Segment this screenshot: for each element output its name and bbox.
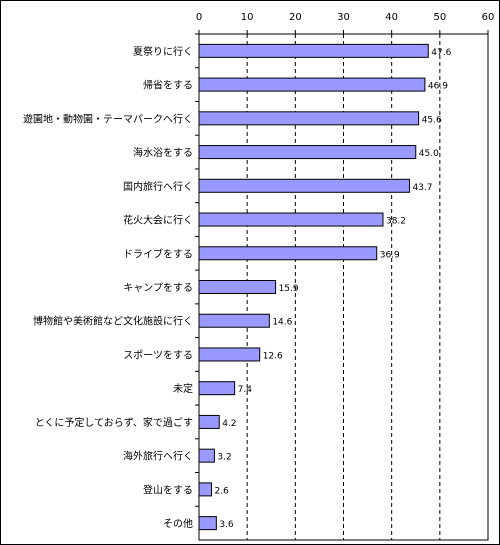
category-label: キャンプをする: [123, 282, 193, 294]
value-label: 36.9: [380, 250, 400, 260]
category-label: 海水浴をする: [133, 146, 193, 159]
value-label: 15.9: [279, 284, 299, 294]
x-tick-label: 40: [385, 12, 398, 23]
bar: [198, 145, 417, 160]
category-label: 遊園地・動物園・テーマパークへ行く: [23, 112, 193, 125]
value-label: 12.6: [263, 351, 283, 361]
bar: [198, 482, 213, 497]
category-label: 国内旅行へ行く: [123, 180, 193, 193]
bar: [198, 178, 410, 193]
category-label: 海外旅行へ行く: [123, 450, 193, 463]
value-label: 4.2: [222, 419, 236, 429]
bar: [198, 516, 217, 531]
x-tick-label: 10: [241, 12, 254, 23]
x-tick-label: 20: [289, 12, 302, 23]
bar: [198, 448, 215, 463]
category-label: 花火大会に行く: [123, 214, 193, 227]
x-tick-label: 30: [337, 12, 350, 23]
bar: [198, 43, 429, 58]
category-label: その他: [163, 517, 193, 530]
value-label: 43.7: [412, 183, 432, 193]
bar: [198, 77, 426, 92]
bar: [198, 313, 270, 328]
value-label: 38.2: [386, 217, 406, 227]
x-tick-label: 60: [482, 12, 495, 23]
category-label: 帰省をする: [143, 79, 193, 92]
bar: [198, 246, 378, 261]
bar: [198, 347, 261, 362]
value-label: 7.4: [238, 385, 253, 395]
bar: [198, 212, 384, 227]
x-tick-label: 0: [196, 12, 202, 23]
bar: [198, 111, 420, 126]
value-label: 46.9: [428, 82, 448, 92]
bar: [198, 414, 220, 429]
bar: [198, 381, 236, 396]
category-label: 博物館や美術館など文化施設に行く: [33, 315, 193, 328]
value-label: 47.6: [431, 48, 451, 58]
category-label: 未定: [173, 382, 193, 395]
value-label: 45.0: [419, 149, 439, 159]
value-label: 14.6: [272, 318, 292, 328]
category-label: スポーツをする: [123, 349, 193, 361]
category-label: ドライブをする: [123, 247, 193, 260]
value-label: 3.2: [217, 453, 231, 463]
bar: [198, 280, 277, 294]
x-tick-label: 50: [433, 12, 446, 23]
value-label: 3.6: [219, 520, 234, 530]
value-label: 2.6: [215, 486, 230, 496]
category-label: 登山をする: [143, 483, 193, 496]
category-label: とくに予定しておらず、家で過ごす: [35, 416, 193, 429]
value-label: 45.6: [422, 115, 442, 125]
category-label: 夏祭りに行く: [133, 45, 193, 58]
